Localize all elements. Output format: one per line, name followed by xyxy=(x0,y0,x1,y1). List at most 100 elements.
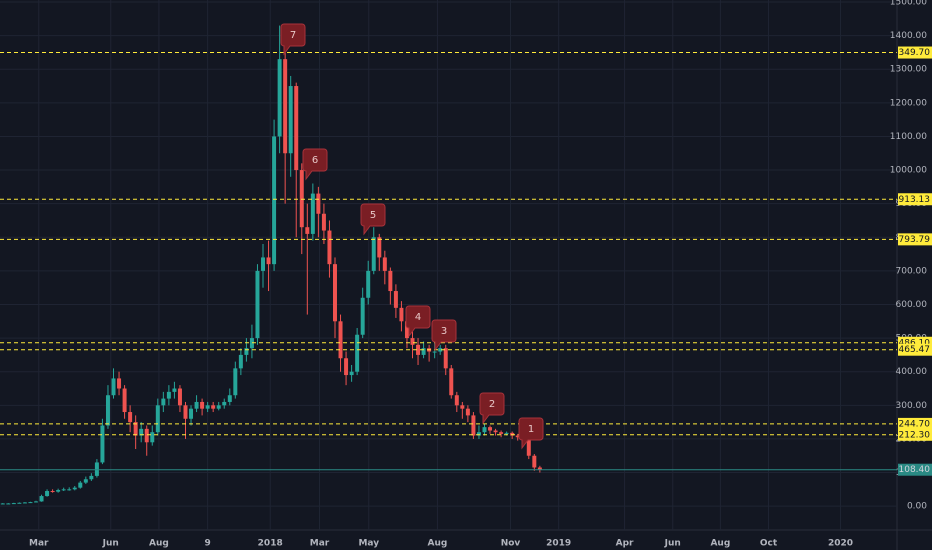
candle-body xyxy=(211,405,216,409)
annotation-balloon xyxy=(518,417,544,450)
candle-body xyxy=(233,368,238,396)
candle-body xyxy=(227,395,232,402)
level-label-box xyxy=(898,343,932,356)
candle-body xyxy=(288,86,293,154)
candle-body xyxy=(310,193,315,234)
y-tick-label: 600.00 xyxy=(896,300,928,310)
candle-body xyxy=(111,378,116,396)
candle-body xyxy=(460,405,465,409)
candle-body xyxy=(144,428,149,443)
candle-body xyxy=(366,270,371,298)
candle-body xyxy=(200,401,205,409)
annotation-balloon xyxy=(405,305,431,338)
candle-body xyxy=(471,415,476,436)
x-tick-label: Apr xyxy=(616,539,634,549)
candle-body xyxy=(72,487,77,490)
x-tick-label: 2018 xyxy=(258,539,283,549)
candle-body xyxy=(255,270,260,339)
candle-body xyxy=(482,427,487,433)
candle-body xyxy=(327,230,332,265)
y-tick-label: 700.00 xyxy=(896,266,928,276)
annotation-label: 4 xyxy=(415,312,421,323)
y-tick-label: 0.00 xyxy=(907,502,927,512)
candle-body xyxy=(283,59,288,154)
candle-body xyxy=(321,213,326,231)
candle-body xyxy=(177,388,182,406)
candle-body xyxy=(189,408,194,419)
candle-body xyxy=(6,503,11,505)
candle-body xyxy=(122,388,127,413)
candle-body xyxy=(150,432,155,443)
level-label: 913.13 xyxy=(899,195,931,205)
level-label: 1349.70 xyxy=(893,48,930,58)
candle-body xyxy=(50,491,55,493)
candle-body xyxy=(371,237,376,271)
x-tick-label: May xyxy=(358,539,379,549)
candle-body xyxy=(238,354,243,369)
annotation-label: 1 xyxy=(528,424,534,435)
candle-body xyxy=(39,496,44,502)
level-label: 793.79 xyxy=(899,235,931,245)
y-tick-label: 1200.00 xyxy=(890,98,927,108)
candle-body xyxy=(443,348,448,369)
candle-body xyxy=(465,408,470,416)
x-tick-label: 2019 xyxy=(546,539,571,549)
candle-body xyxy=(216,405,221,409)
annotation-label: 7 xyxy=(290,30,296,41)
candle-body xyxy=(45,491,50,497)
candle-body xyxy=(493,430,498,433)
candle-body xyxy=(183,405,188,419)
candle-body xyxy=(332,264,337,322)
candle-body xyxy=(56,490,61,492)
y-tick-label: 400.00 xyxy=(896,367,928,377)
y-tick-label: 1000.00 xyxy=(890,166,927,176)
x-tick-label: Mar xyxy=(310,539,330,549)
candle-body xyxy=(504,432,509,434)
y-tick-label: 300.00 xyxy=(896,401,928,411)
candle-body xyxy=(272,136,277,265)
candle-body xyxy=(100,425,105,463)
x-tick-label: Aug xyxy=(428,539,448,549)
candle-body xyxy=(438,348,443,352)
x-tick-label: Jun xyxy=(102,539,119,549)
y-tick-label: 1400.00 xyxy=(890,31,927,41)
candle-body xyxy=(22,502,27,504)
candle-body xyxy=(338,321,343,359)
candle-body xyxy=(161,398,166,406)
candle-body xyxy=(28,502,33,504)
candle-body xyxy=(194,401,199,409)
candle-body xyxy=(499,432,504,434)
annotation-balloon xyxy=(479,392,505,425)
annotation-label: 5 xyxy=(370,210,376,221)
candle-body xyxy=(128,412,133,423)
x-tick-label: Jun xyxy=(664,539,681,549)
candle-body xyxy=(105,395,110,426)
candle-body xyxy=(432,351,437,353)
candle-body xyxy=(316,193,321,214)
level-label-box xyxy=(898,428,932,441)
candle-body xyxy=(83,479,88,483)
candle-body xyxy=(349,371,354,376)
candle-body xyxy=(61,489,66,491)
level-label: 212.30 xyxy=(899,430,931,440)
annotation-balloon xyxy=(360,203,386,236)
annotation-balloon xyxy=(302,148,328,181)
candle-body xyxy=(344,358,349,376)
candle-body xyxy=(510,432,515,436)
candle-body xyxy=(360,297,365,335)
x-tick-label: 9 xyxy=(205,539,211,549)
candle-body xyxy=(0,503,5,505)
x-tick-label: Oct xyxy=(760,539,778,549)
y-tick-label: 1300.00 xyxy=(890,65,927,75)
level-label-box xyxy=(898,193,932,206)
candle-body xyxy=(249,338,254,349)
candle-body xyxy=(404,321,409,339)
candle-body xyxy=(488,427,493,431)
candle-body xyxy=(277,59,282,137)
annotation-label: 3 xyxy=(441,326,447,337)
candle-body xyxy=(410,338,415,345)
level-label: 486.10 xyxy=(899,338,931,348)
candle-body xyxy=(89,475,94,480)
